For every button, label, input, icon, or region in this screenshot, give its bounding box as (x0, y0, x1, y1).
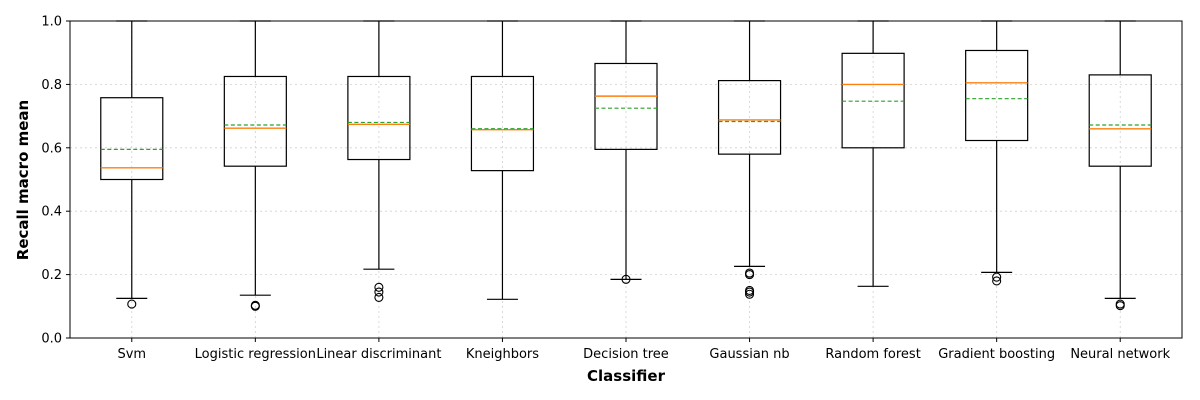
box-group (965, 20, 1029, 286)
outlier-point (745, 289, 755, 299)
box (347, 75, 411, 161)
box (100, 97, 164, 181)
outlier-point (621, 274, 631, 284)
outlier-point (745, 270, 755, 280)
x-tick-label: Kneighbors (466, 347, 539, 362)
x-tick-label: Logistic regression (195, 347, 316, 362)
x-axis-title: Classifier (587, 367, 666, 385)
box (965, 49, 1029, 142)
y-tick-label: 0.2 (41, 268, 62, 283)
box-group (470, 20, 535, 300)
box-group (223, 20, 287, 311)
y-tick-label: 0.6 (41, 141, 62, 156)
x-tick-label: Random forest (825, 347, 920, 362)
x-tick-label: Gradient boosting (938, 347, 1055, 362)
box (1088, 74, 1152, 167)
box (594, 62, 658, 150)
x-tick-label: Linear discriminant (316, 347, 441, 362)
box (470, 75, 535, 172)
box-series (100, 20, 1152, 311)
outlier-point (374, 292, 384, 302)
y-tick-label: 1.0 (41, 15, 62, 30)
x-tick-label: Gaussian nb (709, 347, 789, 362)
box-group (347, 20, 411, 302)
y-axis-title: Recall macro mean (14, 100, 32, 260)
box-group (841, 20, 905, 287)
x-tick-label: Svm (117, 347, 146, 362)
y-tick-label: 0.0 (41, 332, 62, 347)
y-axis: 0.0 0.2 0.4 0.6 0.8 1.0 (41, 15, 70, 347)
outlier-point (250, 301, 260, 311)
x-tick-label: Decision tree (583, 347, 669, 362)
y-tick-label: 0.4 (41, 205, 62, 220)
outlier-point (374, 282, 384, 292)
box-group (717, 20, 782, 299)
box (841, 52, 905, 149)
x-tick-label: Neural network (1070, 347, 1170, 362)
x-axis: Svm Logistic regression Linear discriminan… (117, 338, 1171, 362)
box (223, 75, 287, 167)
box-group (100, 20, 164, 309)
outlier-point (992, 276, 1002, 286)
y-tick-label: 0.8 (41, 78, 62, 93)
outlier-point (992, 272, 1002, 282)
box (717, 79, 782, 155)
box-group (1088, 20, 1152, 311)
box-group (594, 20, 658, 284)
outlier-point (127, 299, 137, 309)
outlier-point (374, 287, 384, 297)
outlier-point (1115, 301, 1125, 311)
outlier-point (745, 287, 755, 297)
